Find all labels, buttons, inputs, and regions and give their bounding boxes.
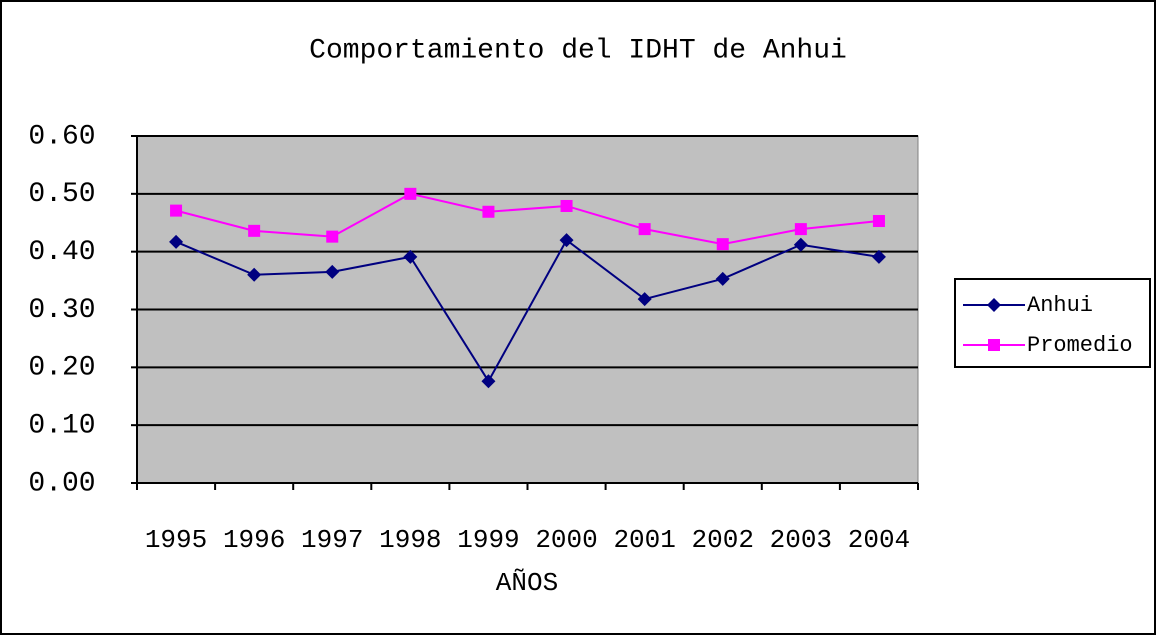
x-tick-label: 1995: [145, 525, 207, 555]
marker: [559, 233, 574, 248]
marker: [403, 249, 418, 264]
marker: [987, 298, 1001, 312]
marker: [169, 234, 184, 249]
chart-title: Comportamiento del IDHT de Anhui: [309, 35, 847, 66]
legend-label: Promedio: [1027, 333, 1133, 358]
x-tick-label: 2001: [613, 525, 675, 555]
marker: [247, 267, 262, 282]
x-tick-label: 1997: [301, 525, 363, 555]
legend-label: Anhui: [1027, 293, 1093, 318]
x-tick-label: 2004: [848, 525, 910, 555]
x-tick-label: 2000: [535, 525, 597, 555]
y-tick-label: 0.30: [28, 295, 95, 326]
marker: [482, 205, 495, 218]
y-tick-label: 0.10: [28, 411, 95, 442]
x-tick-label: 2003: [770, 525, 832, 555]
y-tick-label: 0.20: [28, 353, 95, 384]
marker: [481, 374, 496, 389]
marker: [794, 223, 807, 236]
x-tick-label: 1996: [223, 525, 285, 555]
series-line: [175, 238, 880, 384]
marker: [170, 204, 183, 217]
marker: [793, 237, 808, 252]
marker: [637, 292, 652, 307]
y-tick-label: 0.60: [28, 121, 95, 152]
marker: [715, 271, 730, 286]
marker: [326, 230, 339, 243]
marker: [638, 223, 651, 236]
y-tick-label: 0.50: [28, 179, 95, 210]
marker: [248, 224, 261, 237]
marker: [988, 339, 1000, 351]
marker: [871, 249, 886, 264]
series-line: [175, 192, 880, 246]
marker: [404, 187, 417, 200]
x-tick-label: 2002: [692, 525, 754, 555]
x-tick-label: 1999: [457, 525, 519, 555]
marker: [560, 199, 573, 212]
y-tick-label: 0.00: [28, 468, 95, 499]
x-axis-label: AÑOS: [496, 568, 558, 598]
x-tick-label: 1998: [379, 525, 441, 555]
marker: [872, 215, 885, 228]
legend-box: [954, 278, 1151, 368]
y-tick-label: 0.40: [28, 237, 95, 268]
marker: [325, 264, 340, 279]
marker: [716, 238, 729, 251]
